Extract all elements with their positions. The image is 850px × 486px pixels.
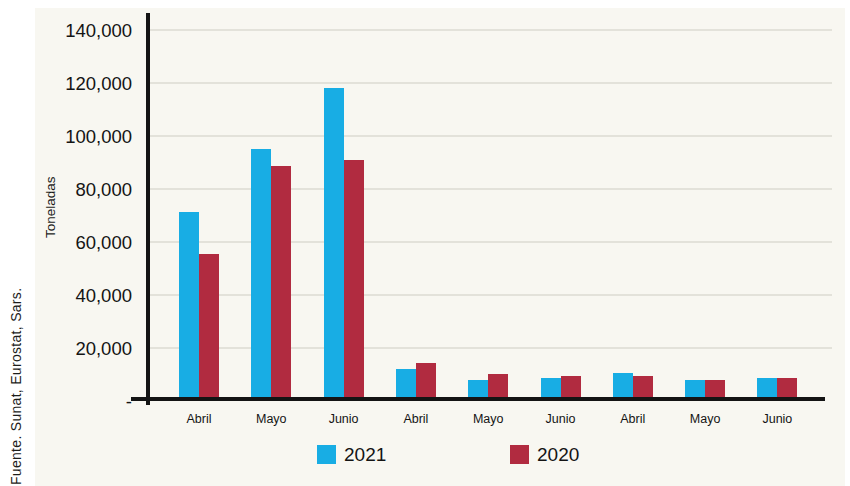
x-tick-label-mayo-1: Mayo bbox=[236, 412, 306, 426]
bar-2021-junio-2 bbox=[324, 88, 344, 401]
y-tick-label-zero: - bbox=[32, 393, 132, 412]
legend-swatch-2020 bbox=[510, 445, 529, 464]
x-tick-label-junio-2: Junio bbox=[309, 412, 379, 426]
gridline-140000 bbox=[150, 29, 832, 31]
legend: 2021 2020 bbox=[0, 445, 850, 467]
x-tick-label-abril-6: Abril bbox=[598, 412, 668, 426]
x-tick-label-junio-5: Junio bbox=[526, 412, 596, 426]
bar-2020-abril-0 bbox=[199, 254, 219, 401]
bar-2020-junio-2 bbox=[344, 160, 364, 401]
bar-2021-mayo-1 bbox=[251, 149, 271, 401]
legend-label-2021: 2021 bbox=[344, 445, 386, 464]
chart-canvas: Fuente. Sunat, Eurostat, Sars. Toneladas… bbox=[0, 0, 850, 486]
bar-2021-abril-0 bbox=[179, 212, 199, 401]
y-tick-label-140000: 140,000 bbox=[32, 22, 132, 41]
y-tick-label-100000: 100,000 bbox=[32, 128, 132, 147]
x-tick-label-abril-0: Abril bbox=[164, 412, 234, 426]
y-tick-label-60000: 60,000 bbox=[32, 234, 132, 253]
y-axis-line bbox=[146, 13, 150, 405]
y-tick-label-20000: 20,000 bbox=[32, 340, 132, 359]
gridline-120000 bbox=[150, 82, 832, 84]
bar-2020-mayo-1 bbox=[271, 166, 291, 401]
x-axis-line bbox=[131, 397, 825, 401]
bar-2020-abril-3 bbox=[416, 363, 436, 401]
x-tick-label-mayo-7: Mayo bbox=[670, 412, 740, 426]
legend-label-2020: 2020 bbox=[537, 445, 579, 464]
legend-swatch-2021 bbox=[317, 445, 336, 464]
gridline-100000 bbox=[150, 135, 832, 137]
legend-item-2020: 2020 bbox=[510, 445, 579, 464]
y-tick-label-120000: 120,000 bbox=[32, 75, 132, 94]
y-tick-label-40000: 40,000 bbox=[32, 287, 132, 306]
y-tick-label-80000: 80,000 bbox=[32, 181, 132, 200]
legend-item-2021: 2021 bbox=[317, 445, 386, 464]
x-tick-label-junio-8: Junio bbox=[742, 412, 812, 426]
x-tick-label-mayo-4: Mayo bbox=[453, 412, 523, 426]
x-tick-label-abril-3: Abril bbox=[381, 412, 451, 426]
